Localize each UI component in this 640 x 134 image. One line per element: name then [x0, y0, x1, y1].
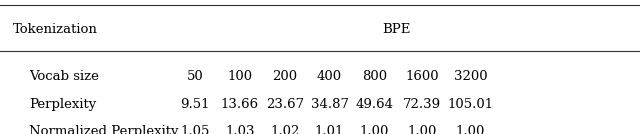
- Text: 105.01: 105.01: [447, 98, 493, 111]
- Text: 1.00: 1.00: [360, 125, 389, 134]
- Text: 1.02: 1.02: [270, 125, 300, 134]
- Text: 1.00: 1.00: [408, 125, 437, 134]
- Text: 9.51: 9.51: [180, 98, 210, 111]
- Text: 400: 400: [317, 70, 342, 83]
- Text: 34.87: 34.87: [310, 98, 349, 111]
- Text: 200: 200: [272, 70, 298, 83]
- Text: Tokenization: Tokenization: [13, 23, 98, 36]
- Text: BPE: BPE: [383, 23, 411, 36]
- Text: 1.03: 1.03: [225, 125, 255, 134]
- Text: Normalized Perplexity: Normalized Perplexity: [29, 125, 179, 134]
- Text: 100: 100: [227, 70, 253, 83]
- Text: 1.05: 1.05: [180, 125, 210, 134]
- Text: 1600: 1600: [406, 70, 439, 83]
- Text: 1.01: 1.01: [315, 125, 344, 134]
- Text: 72.39: 72.39: [403, 98, 442, 111]
- Text: 800: 800: [362, 70, 387, 83]
- Text: 23.67: 23.67: [266, 98, 304, 111]
- Text: Perplexity: Perplexity: [29, 98, 96, 111]
- Text: 3200: 3200: [454, 70, 487, 83]
- Text: 13.66: 13.66: [221, 98, 259, 111]
- Text: 1.00: 1.00: [456, 125, 485, 134]
- Text: Vocab size: Vocab size: [29, 70, 99, 83]
- Text: 49.64: 49.64: [355, 98, 394, 111]
- Text: 50: 50: [187, 70, 204, 83]
